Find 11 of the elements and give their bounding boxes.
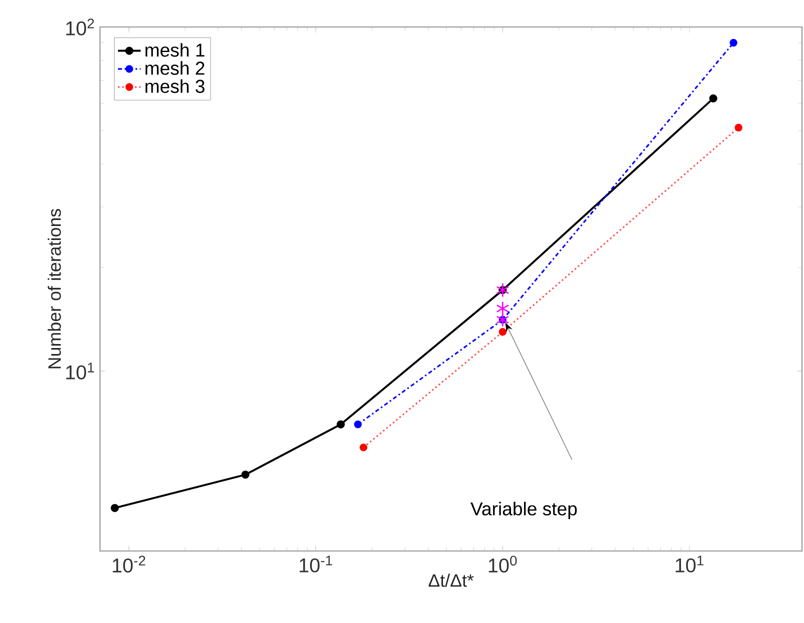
x-tick-label: 10$^{-2}$ [112,556,146,573]
x-tick-label: 10$^{1}$ [676,556,704,572]
legend-label: mesh 2 [146,61,204,75]
y-axis-title: Number of iterations [48,208,61,368]
x-tick-label: 10$^{0}$ [488,556,517,573]
x-tick-label: 10$^{-1}$ [300,556,332,572]
x-axis-title: Δt/Δt* [428,574,474,587]
legend-label: mesh 1 [146,43,204,57]
annotation: Variable step [470,502,577,520]
legend-label: mesh 3 [146,79,204,93]
y-tick-label: 10$^{2}$ [66,18,94,36]
